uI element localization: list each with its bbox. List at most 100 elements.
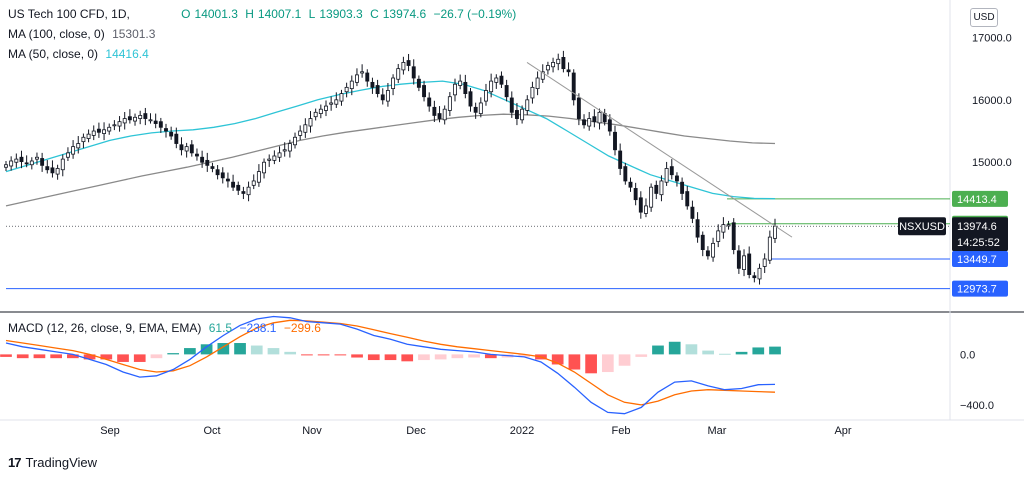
- candle[interactable]: [447, 92, 452, 117]
- candle[interactable]: [587, 112, 592, 131]
- candle[interactable]: [71, 140, 76, 159]
- candle[interactable]: [453, 78, 457, 102]
- trendline[interactable]: [526, 61, 793, 238]
- candle[interactable]: [649, 183, 654, 212]
- candle[interactable]: [458, 74, 463, 90]
- candle[interactable]: [473, 102, 478, 119]
- ma100-legend[interactable]: MA (100, close, 0) 15301.3: [8, 26, 159, 42]
- candle[interactable]: [318, 104, 323, 119]
- candle[interactable]: [628, 177, 633, 192]
- candle[interactable]: [416, 75, 421, 92]
- candle[interactable]: [375, 79, 380, 98]
- candle[interactable]: [478, 97, 483, 118]
- candle[interactable]: [174, 127, 179, 149]
- candle[interactable]: [716, 224, 721, 248]
- price-pane[interactable]: [4, 50, 950, 290]
- candle[interactable]: [303, 118, 308, 138]
- candle[interactable]: [40, 152, 45, 172]
- candle[interactable]: [514, 102, 519, 126]
- candle[interactable]: [427, 92, 432, 112]
- candle[interactable]: [540, 64, 545, 83]
- candle[interactable]: [127, 109, 132, 124]
- candle[interactable]: [195, 148, 199, 161]
- candle[interactable]: [762, 253, 767, 273]
- candle[interactable]: [685, 185, 690, 210]
- candle[interactable]: [277, 146, 282, 162]
- candle[interactable]: [695, 212, 700, 243]
- candle[interactable]: [267, 154, 272, 167]
- candle[interactable]: [153, 113, 158, 129]
- candle[interactable]: [81, 133, 86, 149]
- candle[interactable]: [721, 217, 726, 239]
- candle[interactable]: [700, 231, 705, 257]
- candle[interactable]: [122, 112, 127, 130]
- candle[interactable]: [731, 218, 736, 255]
- candle[interactable]: [35, 152, 39, 165]
- candle[interactable]: [308, 111, 313, 133]
- candle[interactable]: [96, 122, 101, 138]
- currency-button[interactable]: USD: [970, 8, 998, 27]
- candle[interactable]: [102, 122, 107, 141]
- candle[interactable]: [566, 62, 571, 77]
- candle[interactable]: [339, 89, 344, 106]
- candle[interactable]: [551, 57, 556, 73]
- candle[interactable]: [422, 80, 426, 102]
- candle[interactable]: [298, 125, 303, 141]
- candle[interactable]: [736, 245, 741, 274]
- macd-legend[interactable]: MACD (12, 26, close, 9, EMA, EMA) 61.5 −…: [8, 320, 325, 336]
- candle[interactable]: [504, 79, 509, 102]
- candle[interactable]: [726, 220, 731, 230]
- macd-line[interactable]: [5, 315, 776, 415]
- candle[interactable]: [370, 77, 375, 94]
- candle[interactable]: [349, 75, 354, 96]
- candle[interactable]: [24, 155, 29, 168]
- candle[interactable]: [509, 91, 514, 118]
- candle[interactable]: [360, 64, 365, 78]
- candle[interactable]: [545, 61, 550, 75]
- candle[interactable]: [76, 136, 81, 154]
- candle[interactable]: [391, 74, 396, 96]
- candle[interactable]: [287, 139, 292, 158]
- candle[interactable]: [752, 272, 757, 283]
- candle[interactable]: [561, 50, 566, 73]
- candle[interactable]: [711, 237, 716, 262]
- candle[interactable]: [14, 153, 19, 168]
- ma50-line[interactable]: [5, 80, 776, 200]
- candle[interactable]: [256, 164, 261, 187]
- candle[interactable]: [432, 100, 437, 122]
- candle[interactable]: [344, 82, 349, 98]
- candle[interactable]: [251, 174, 256, 190]
- candle[interactable]: [489, 73, 494, 98]
- candle[interactable]: [4, 160, 8, 171]
- candle[interactable]: [442, 105, 447, 125]
- candle[interactable]: [597, 108, 602, 130]
- candle[interactable]: [520, 105, 525, 124]
- candle[interactable]: [556, 53, 561, 71]
- candle[interactable]: [385, 82, 390, 107]
- candle[interactable]: [530, 81, 535, 104]
- ma50-legend[interactable]: MA (50, close, 0) 14416.4: [8, 46, 153, 62]
- candle[interactable]: [365, 69, 370, 87]
- candle[interactable]: [757, 263, 762, 285]
- candle[interactable]: [767, 230, 772, 264]
- candle[interactable]: [272, 150, 277, 165]
- candle[interactable]: [484, 83, 488, 106]
- candle[interactable]: [633, 182, 638, 206]
- candle[interactable]: [582, 114, 586, 129]
- candle[interactable]: [401, 56, 406, 75]
- candle[interactable]: [220, 167, 225, 184]
- candle[interactable]: [138, 110, 143, 125]
- candle[interactable]: [747, 246, 752, 279]
- candle[interactable]: [231, 174, 236, 191]
- candle[interactable]: [680, 177, 685, 200]
- candle[interactable]: [576, 93, 581, 126]
- candle[interactable]: [215, 165, 220, 180]
- candle[interactable]: [644, 198, 648, 218]
- candle[interactable]: [29, 157, 34, 170]
- macd-pane[interactable]: [0, 315, 781, 415]
- candle[interactable]: [9, 156, 14, 171]
- candle[interactable]: [112, 120, 117, 131]
- candle[interactable]: [189, 140, 194, 157]
- candle[interactable]: [705, 246, 710, 260]
- macd-signal-line[interactable]: [5, 319, 776, 406]
